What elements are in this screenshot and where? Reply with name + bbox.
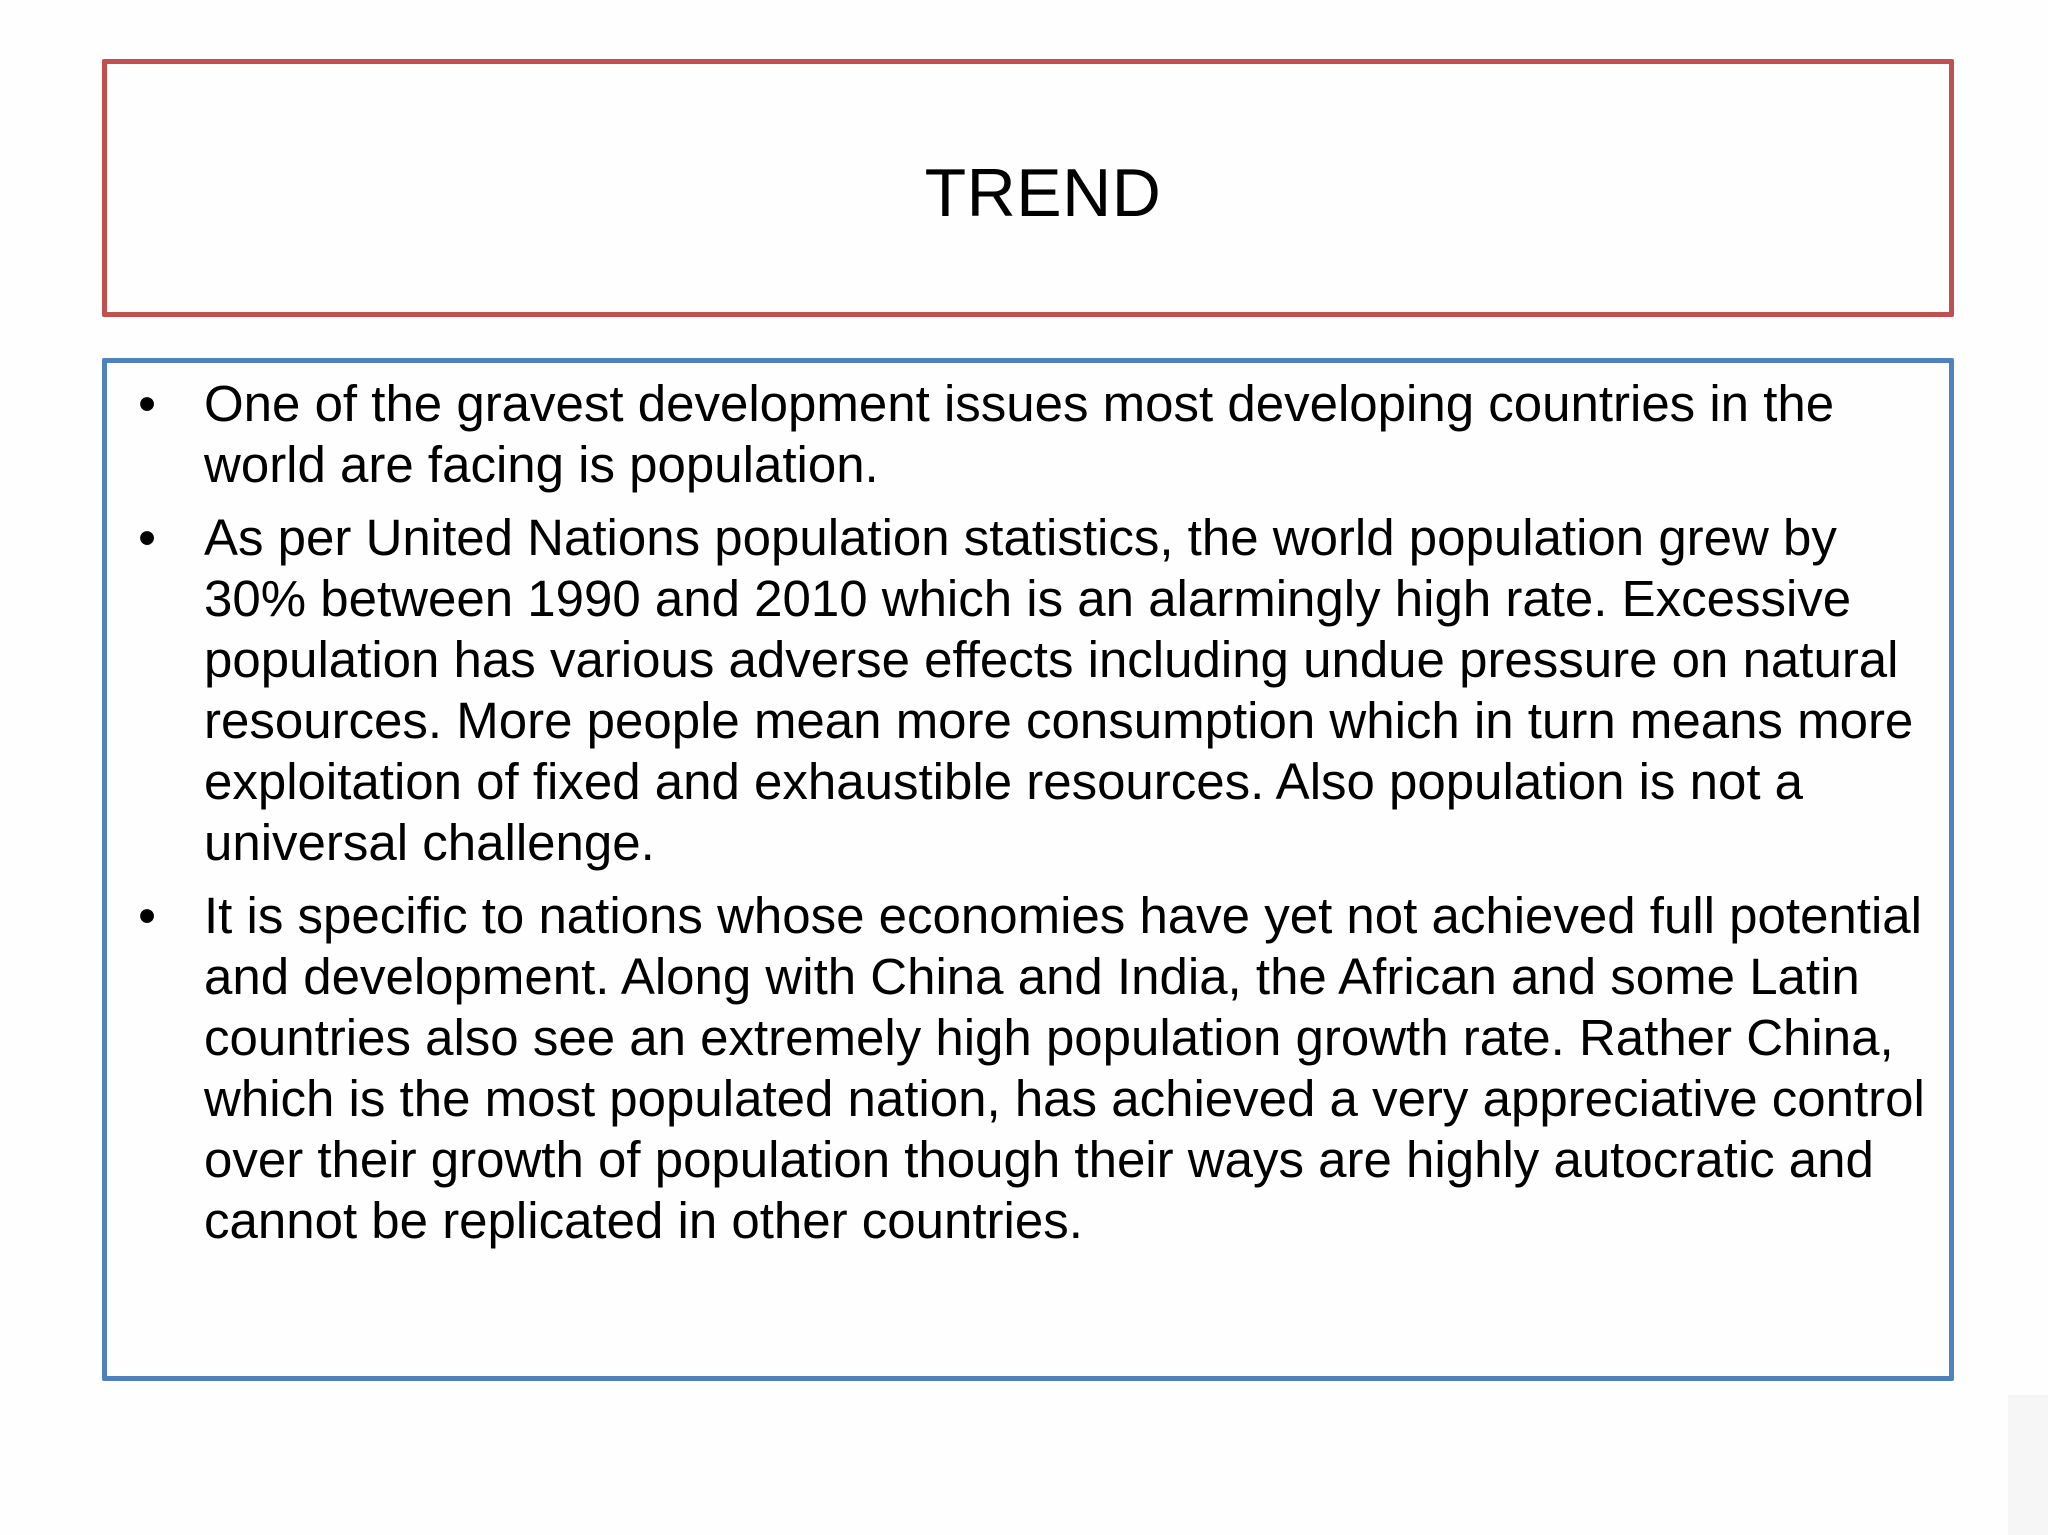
bullet-item: • One of the gravest development issues … <box>127 373 1929 495</box>
title-box: TREND <box>102 59 1954 317</box>
bullet-marker: • <box>138 887 156 944</box>
bullet-text: One of the gravest development issues mo… <box>204 375 1835 493</box>
bullet-marker: • <box>138 375 156 432</box>
bullet-marker: • <box>138 509 156 566</box>
bullet-item: • As per United Nations population stati… <box>127 507 1929 873</box>
slide-title: TREND <box>924 155 1162 231</box>
bullet-text: As per United Nations population statist… <box>204 509 1914 871</box>
bullet-item: • It is specific to nations whose econom… <box>127 885 1929 1251</box>
bullet-list: • One of the gravest development issues … <box>127 373 1929 1251</box>
corner-shadow-strip <box>2008 1395 2048 1535</box>
content-box: • One of the gravest development issues … <box>102 358 1954 1381</box>
bullet-text: It is specific to nations whose economie… <box>204 887 1925 1249</box>
